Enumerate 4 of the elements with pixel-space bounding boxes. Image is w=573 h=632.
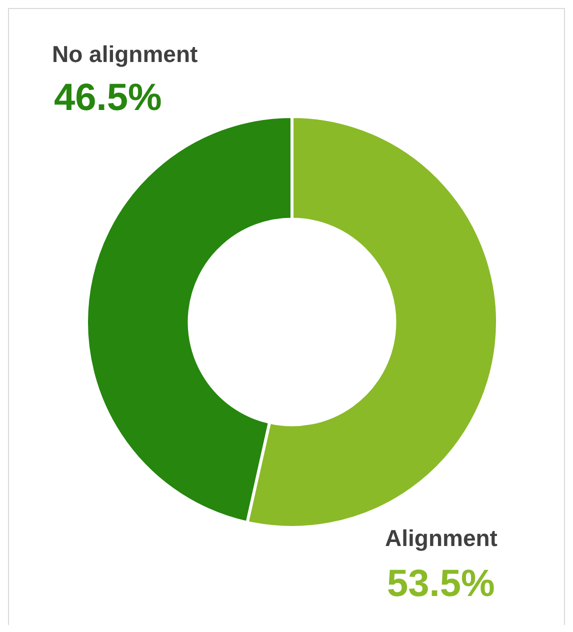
slice-label: Alignment [385, 525, 498, 551]
data-label: 53.5% [387, 563, 495, 605]
slice-label: No alignment [52, 41, 198, 67]
data-label: 46.5% [54, 77, 162, 119]
